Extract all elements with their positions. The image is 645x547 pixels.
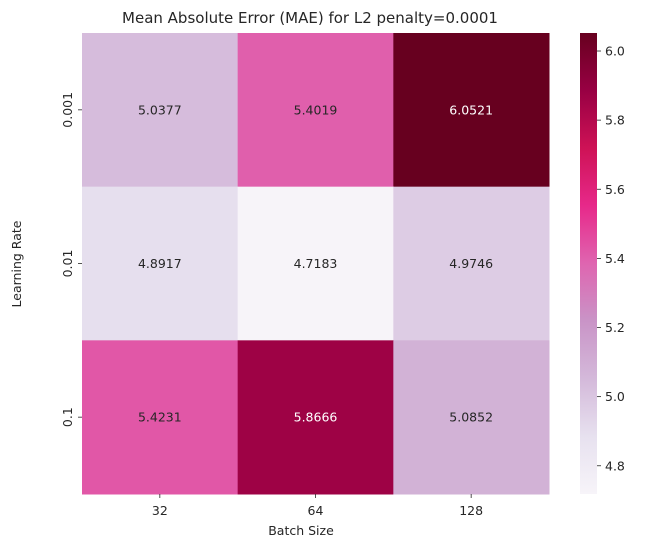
colorbar-tick-label: 6.0 <box>605 44 625 59</box>
colorbar-tick-label: 5.4 <box>605 251 625 266</box>
x-axis: 32 64 128 <box>152 494 483 518</box>
cell-value-label: 5.0852 <box>449 410 493 425</box>
cell-value-label: 5.4231 <box>138 410 182 425</box>
cell-value-label: 4.9746 <box>449 256 493 271</box>
cell-value-label: 4.8917 <box>138 256 182 271</box>
cell-value-label: 5.4019 <box>294 102 338 117</box>
heatmap-cell <box>237 340 394 495</box>
heatmap-cell <box>82 340 239 495</box>
y-tick-label: 0.001 <box>60 92 75 128</box>
cell-value-label: 4.7183 <box>294 256 338 271</box>
x-tick-label: 32 <box>152 503 168 518</box>
heatmap-cell <box>82 33 239 188</box>
colorbar-tick-label: 5.6 <box>605 182 625 197</box>
y-tick-label: 0.01 <box>60 250 75 278</box>
heatmap-cell <box>393 186 550 341</box>
heatmap-cell <box>237 186 394 341</box>
y-tick-label: 0.1 <box>60 407 75 427</box>
heatmap-cell <box>393 340 550 495</box>
x-tick-label: 64 <box>308 503 324 518</box>
cell-value-label: 5.0377 <box>138 102 182 117</box>
cell-value-label: 5.8666 <box>294 410 338 425</box>
colorbar-tick-label: 5.2 <box>605 320 625 335</box>
cell-value-label: 6.0521 <box>449 102 493 117</box>
y-axis: 0.001 0.01 0.1 <box>60 92 82 427</box>
colorbar <box>580 33 597 494</box>
colorbar-tick-label: 5.8 <box>605 113 625 128</box>
x-axis-label: Batch Size <box>268 523 334 538</box>
colorbar-tick-label: 5.0 <box>605 389 625 404</box>
heatmap-cell <box>237 33 394 188</box>
heatmap-cell <box>82 186 239 341</box>
x-tick-label: 128 <box>459 503 483 518</box>
colorbar-ticks: 4.8 5.0 5.2 5.4 5.6 5.8 6.0 <box>597 44 625 473</box>
colorbar-tick-label: 4.8 <box>605 458 625 473</box>
chart-title: Mean Absolute Error (MAE) for L2 penalty… <box>122 9 498 27</box>
heatmap-cell-labels: 5.0377 5.4019 6.0521 4.8917 4.7183 4.9746 5.42… <box>138 102 493 424</box>
heatmap-cells <box>82 33 550 495</box>
y-axis-label: Learning Rate <box>9 220 24 307</box>
heatmap-cell <box>393 33 550 188</box>
